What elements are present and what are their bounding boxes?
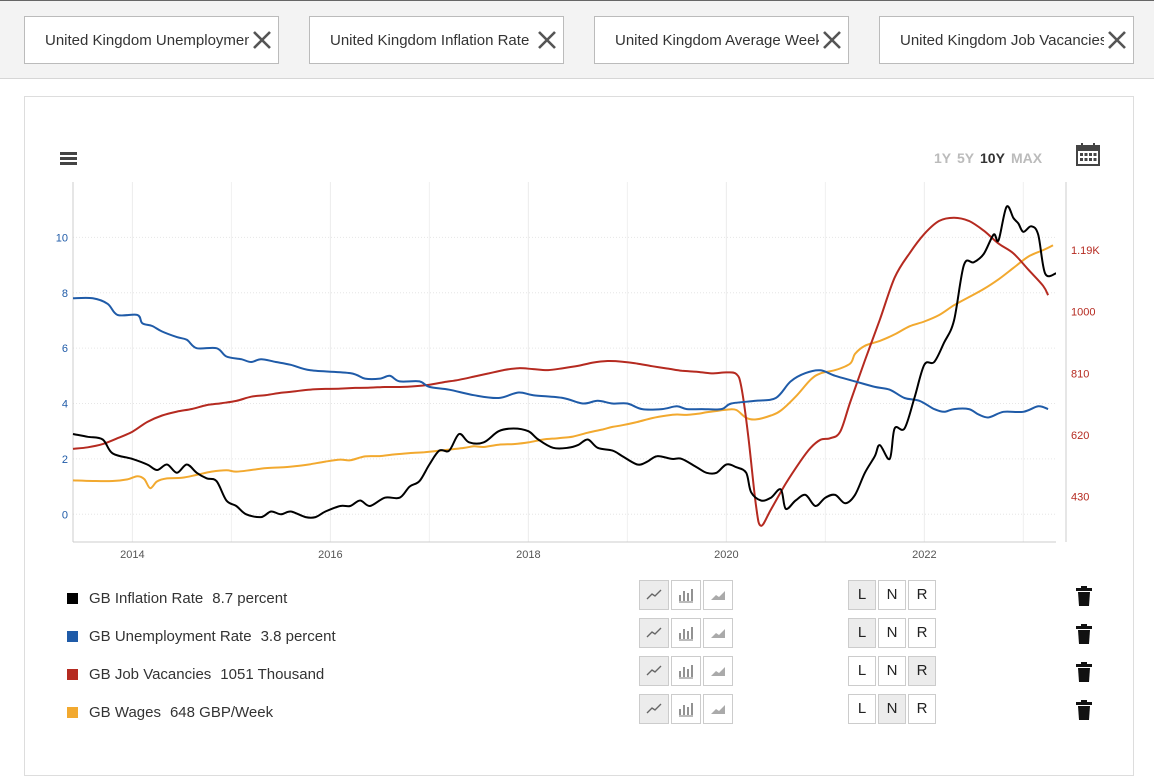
chart-type-selector <box>639 618 735 650</box>
legend-label: GB Unemployment Rate 3.8 percent <box>89 628 336 645</box>
series-chip-label: United Kingdom Unemployment Rate <box>45 32 249 49</box>
axis-l-button[interactable]: L <box>848 656 876 686</box>
close-icon[interactable] <box>536 29 558 51</box>
legend-series-value: 648 GBP/Week <box>169 704 274 721</box>
left-axis-tick-label: 0 <box>62 509 68 521</box>
axis-l-button[interactable]: L <box>848 694 876 724</box>
series-chip-label: United Kingdom Job Vacancies <box>900 32 1104 49</box>
axis-r-button[interactable]: R <box>908 580 936 610</box>
legend-series-value: 1051 Thousand <box>220 666 325 683</box>
axis-r-button[interactable]: R <box>908 694 936 724</box>
trash-icon[interactable] <box>1076 662 1092 682</box>
legend-label: GB Wages 648 GBP/Week <box>89 704 273 721</box>
left-axis-tick-label: 4 <box>62 399 68 411</box>
right-axis-tick-label: 620 <box>1071 430 1089 442</box>
trash-icon[interactable] <box>1076 624 1092 644</box>
calendar-icon[interactable] <box>1076 143 1100 166</box>
series-line-gb-unemployment-rate <box>72 296 1049 419</box>
series-chip-average-weekly-earnings[interactable]: United Kingdom Average Weekly Earnings <box>594 16 849 64</box>
left-axis-tick-label: 2 <box>62 454 68 466</box>
line-chart-icon[interactable] <box>639 580 669 610</box>
line-chart-icon[interactable] <box>639 656 669 686</box>
legend-series-name: GB Job Vacancies <box>89 666 212 683</box>
axis-r-button[interactable]: R <box>908 656 936 686</box>
series-chip-label: United Kingdom Inflation Rate <box>330 32 530 49</box>
legend-label: GB Inflation Rate 8.7 percent <box>89 590 287 607</box>
close-icon[interactable] <box>821 29 843 51</box>
axis-l-button[interactable]: L <box>848 580 876 610</box>
legend-series-name: GB Unemployment Rate <box>89 628 252 645</box>
series-selector-bar: United Kingdom Unemployment Rate United … <box>0 0 1154 79</box>
axis-r-button[interactable]: R <box>908 618 936 648</box>
close-icon[interactable] <box>251 29 273 51</box>
x-axis-tick-label: 2016 <box>318 549 342 561</box>
axis-n-button[interactable]: N <box>878 656 906 686</box>
x-axis-tick-label: 2014 <box>120 549 144 561</box>
area-chart-icon[interactable] <box>703 618 733 648</box>
right-axis-tick-label: 430 <box>1071 492 1089 504</box>
series-chip-unemployment[interactable]: United Kingdom Unemployment Rate <box>24 16 279 64</box>
range-1y-button[interactable]: 1Y <box>934 150 952 166</box>
bar-chart-icon[interactable] <box>671 580 701 610</box>
legend-color-swatch <box>67 593 78 604</box>
axis-n-button[interactable]: N <box>878 694 906 724</box>
legend-color-swatch <box>67 669 78 680</box>
legend-color-swatch <box>67 631 78 642</box>
x-axis-tick-label: 2020 <box>714 549 738 561</box>
bar-chart-icon[interactable] <box>671 656 701 686</box>
left-axis-tick-label: 6 <box>62 343 68 355</box>
x-axis-tick-label: 2018 <box>516 549 540 561</box>
legend-label: GB Job Vacancies 1051 Thousand <box>89 666 324 683</box>
trash-icon[interactable] <box>1076 700 1092 720</box>
x-axis-tick-label: 2022 <box>912 549 936 561</box>
legend-color-swatch <box>67 707 78 718</box>
legend-series-name: GB Wages <box>89 704 161 721</box>
series-line-gb-wages <box>72 244 1054 490</box>
area-chart-icon[interactable] <box>703 694 733 724</box>
right-axis-tick-label: 810 <box>1071 368 1089 380</box>
chart-type-selector <box>639 694 735 726</box>
area-chart-icon[interactable] <box>703 580 733 610</box>
bar-chart-icon[interactable] <box>671 694 701 724</box>
axis-l-button[interactable]: L <box>848 618 876 648</box>
range-max-button[interactable]: MAX <box>1011 150 1043 166</box>
chart-type-selector <box>639 656 735 688</box>
bar-chart-icon[interactable] <box>671 618 701 648</box>
close-icon[interactable] <box>1106 29 1128 51</box>
trash-icon[interactable] <box>1076 586 1092 606</box>
series-chip-label: United Kingdom Average Weekly Earnings <box>615 32 819 49</box>
range-5y-button[interactable]: 5Y <box>957 150 975 166</box>
series-chip-job-vacancies[interactable]: United Kingdom Job Vacancies <box>879 16 1134 64</box>
chart-type-selector <box>639 580 735 612</box>
area-chart-icon[interactable] <box>703 656 733 686</box>
legend-series-name: GB Inflation Rate <box>89 590 204 607</box>
axis-n-button[interactable]: N <box>878 580 906 610</box>
right-axis-tick-label: 1.19K <box>1071 245 1100 257</box>
left-axis-tick-label: 10 <box>56 232 68 244</box>
hamburger-menu-icon[interactable] <box>60 152 77 165</box>
series-line-gb-inflation-rate <box>72 205 1057 519</box>
legend-series-value: 3.8 percent <box>260 628 336 645</box>
series-line-gb-job-vacancies <box>72 216 1050 527</box>
legend-series-value: 8.7 percent <box>212 590 288 607</box>
line-chart-icon[interactable] <box>639 618 669 648</box>
left-axis-tick-label: 8 <box>62 288 68 300</box>
right-axis-tick-label: 1000 <box>1071 307 1095 319</box>
series-chip-inflation[interactable]: United Kingdom Inflation Rate <box>309 16 564 64</box>
axis-n-button[interactable]: N <box>878 618 906 648</box>
line-chart-icon[interactable] <box>639 694 669 724</box>
range-10y-button[interactable]: 10Y <box>980 150 1005 166</box>
